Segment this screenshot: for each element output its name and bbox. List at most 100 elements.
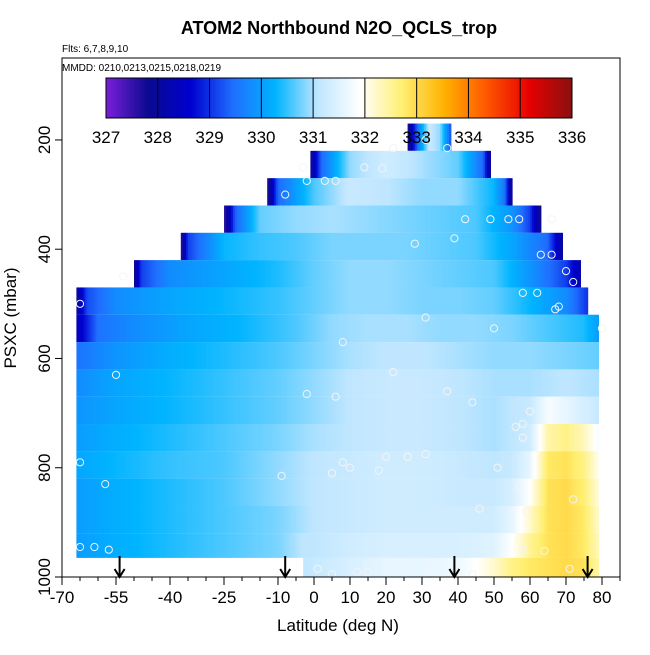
heatmap-cell xyxy=(195,451,198,479)
observation-point xyxy=(299,163,308,172)
heatmap-cell xyxy=(198,232,202,261)
heatmap-cell xyxy=(260,478,263,506)
heatmap-cell xyxy=(78,478,81,506)
heatmap-cell xyxy=(549,342,553,370)
heatmap-cell xyxy=(249,342,252,370)
heatmap-cell xyxy=(184,424,187,452)
heatmap-cell xyxy=(308,205,311,233)
heatmap-cell xyxy=(407,557,410,577)
heatmap-cell xyxy=(105,533,108,558)
heatmap-cell xyxy=(477,533,481,558)
heatmap-cell xyxy=(330,533,333,558)
heatmap-cell xyxy=(132,314,135,343)
heatmap-cell xyxy=(569,287,572,315)
heatmap-cell xyxy=(162,260,166,288)
heatmap-cell xyxy=(366,505,369,534)
heatmap-cell xyxy=(314,533,317,558)
heatmap-cell xyxy=(335,232,338,261)
heatmap-cell xyxy=(481,533,484,558)
heatmap-cell xyxy=(211,505,214,534)
heatmap-cell xyxy=(567,369,571,397)
heatmap-cell xyxy=(229,287,232,315)
heatmap-cell xyxy=(200,287,203,315)
heatmap-cell xyxy=(98,396,101,425)
heatmap-cell xyxy=(112,369,115,397)
heatmap-cell xyxy=(409,478,412,506)
heatmap-cell xyxy=(287,369,290,397)
heatmap-cell xyxy=(589,424,592,452)
heatmap-cell xyxy=(242,451,245,479)
heatmap-cell xyxy=(272,424,275,452)
heatmap-cell xyxy=(281,451,284,479)
heatmap-cell xyxy=(546,478,549,506)
heatmap-cell xyxy=(368,342,371,370)
heatmap-cell xyxy=(423,369,427,397)
heatmap-cell xyxy=(321,205,324,233)
heatmap-cell xyxy=(351,396,355,425)
heatmap-cell xyxy=(337,533,340,558)
heatmap-cell xyxy=(314,369,317,397)
heatmap-cell xyxy=(301,314,304,343)
heatmap-cell xyxy=(270,424,274,452)
heatmap-cell xyxy=(364,369,367,397)
heatmap-cell xyxy=(180,314,184,343)
heatmap-cell xyxy=(377,557,380,577)
heatmap-cell xyxy=(99,287,103,315)
heatmap-cell xyxy=(587,451,590,479)
heatmap-cell xyxy=(431,205,434,233)
heatmap-cell xyxy=(362,557,365,577)
heatmap-cell xyxy=(499,369,502,397)
heatmap-cell xyxy=(299,232,302,261)
heatmap-cell xyxy=(314,260,317,288)
heatmap-cell xyxy=(405,396,409,425)
heatmap-cell xyxy=(198,260,202,288)
heatmap-cell xyxy=(423,205,427,233)
heatmap-cell xyxy=(229,533,232,558)
heatmap-cell xyxy=(143,478,146,506)
heatmap-cell xyxy=(168,478,171,506)
heatmap-cell xyxy=(355,150,358,179)
heatmap-cell xyxy=(243,205,247,233)
heatmap-cell xyxy=(335,505,338,534)
heatmap-cell xyxy=(319,533,322,558)
heatmap-cell xyxy=(578,314,581,343)
heatmap-cell xyxy=(434,178,437,206)
heatmap-cell xyxy=(398,505,401,534)
heatmap-cell xyxy=(567,478,571,506)
heatmap-cell xyxy=(499,260,502,288)
heatmap-cell xyxy=(396,396,400,425)
heatmap-cell xyxy=(465,178,468,206)
heatmap-cell xyxy=(449,533,452,558)
heatmap-cell xyxy=(78,424,81,452)
heatmap-cell xyxy=(582,424,585,452)
heatmap-cell xyxy=(359,232,362,261)
heatmap-cell xyxy=(382,557,385,577)
heatmap-cell xyxy=(411,205,414,233)
heatmap-cell xyxy=(456,396,459,425)
heatmap-cell xyxy=(591,557,594,577)
heatmap-cell xyxy=(204,369,207,397)
heatmap-cell xyxy=(123,287,126,315)
heatmap-cell xyxy=(483,232,486,261)
heatmap-cell xyxy=(180,478,184,506)
heatmap-cell xyxy=(184,369,187,397)
heatmap-cell xyxy=(576,505,580,534)
heatmap-cell xyxy=(234,232,238,261)
heatmap-cell xyxy=(576,451,580,479)
heatmap-cell xyxy=(285,369,288,397)
heatmap-cell xyxy=(458,505,461,534)
heatmap-cell xyxy=(386,505,389,534)
heatmap-cell xyxy=(575,260,578,288)
heatmap-cell xyxy=(123,533,126,558)
heatmap-cell xyxy=(236,533,239,558)
heatmap-cell xyxy=(198,369,202,397)
heatmap-cell xyxy=(125,505,128,534)
heatmap-cell xyxy=(434,232,437,261)
heatmap-cell xyxy=(463,424,466,452)
heatmap-cell xyxy=(513,478,517,506)
heatmap-cell xyxy=(387,478,391,506)
heatmap-cell xyxy=(578,478,581,506)
heatmap-cell xyxy=(170,396,173,425)
heatmap-cell xyxy=(243,451,247,479)
heatmap-cell xyxy=(344,287,347,315)
